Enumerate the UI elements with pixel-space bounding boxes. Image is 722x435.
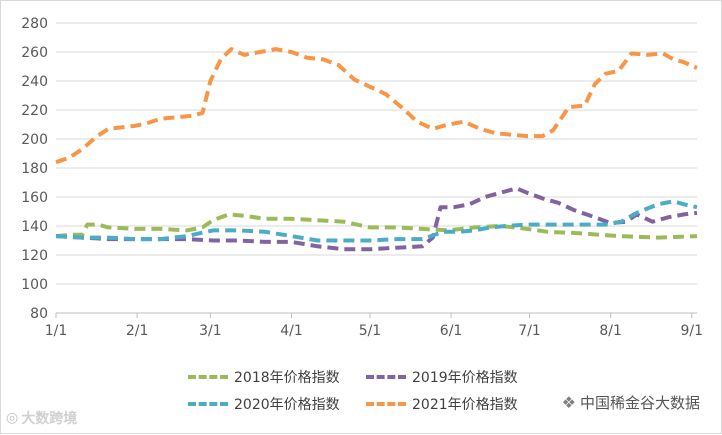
legend-item-2020[interactable]: 2020年价格指数 [188, 393, 340, 415]
legend-label-2020: 2020年价格指数 [234, 397, 340, 413]
series-line-0 [55, 212, 698, 240]
legend-label-2019: 2019年价格指数 [412, 370, 518, 386]
x-tick-label: 4/1 [280, 323, 303, 339]
legend-swatch-2019 [366, 375, 406, 379]
legend-item-2018[interactable]: 2018年价格指数 [188, 366, 340, 388]
x-tick-label: 3/1 [199, 323, 222, 339]
y-axis: 80 100 120 140 160 180 200 220 240 260 280 [21, 16, 48, 322]
x-tick-label: 9/1 [681, 323, 704, 339]
series-line-2 [55, 199, 698, 243]
x-tick-label: 1/1 [45, 323, 68, 339]
y-tick-label: 180 [21, 161, 48, 177]
y-tick-label: 140 [21, 219, 48, 235]
grid-lines [56, 22, 697, 314]
x-tick-label: 8/1 [599, 323, 622, 339]
legend-label-2021: 2021年价格指数 [412, 397, 518, 413]
watermark-left: ◎ 大数跨境 [6, 408, 77, 428]
y-tick-label: 160 [21, 190, 48, 206]
legend-swatch-2021 [366, 402, 406, 406]
legend-swatch-2018 [188, 375, 228, 379]
watermark-right-text: 中国稀金谷大数据 [579, 394, 700, 412]
y-tick-label: 260 [21, 45, 48, 61]
y-tick-label: 200 [21, 132, 48, 148]
y-tick-label: 240 [21, 74, 48, 90]
watermark-right: ❖ 中国稀金谷大数据 [562, 392, 700, 413]
x-tick-label: 6/1 [440, 323, 463, 339]
y-tick-label: 220 [21, 103, 48, 119]
legend-item-2019[interactable]: 2019年价格指数 [366, 366, 518, 388]
legend-label-2018: 2018年价格指数 [234, 370, 340, 386]
wechat-icon: ❖ [561, 393, 576, 412]
series-line-3 [55, 47, 698, 165]
weibo-icon: ◎ [6, 410, 19, 426]
series-lines [55, 47, 698, 252]
watermark-left-text: 大数跨境 [21, 411, 78, 427]
legend-item-2021[interactable]: 2021年价格指数 [366, 393, 518, 415]
x-tick-label: 7/1 [518, 323, 541, 339]
y-tick-label: 120 [21, 248, 48, 264]
x-tick-label: 5/1 [359, 323, 382, 339]
legend-swatch-2020 [188, 402, 228, 406]
y-tick-label: 100 [21, 277, 48, 293]
x-axis: 1/1 2/1 3/1 4/1 5/1 6/1 7/1 8/1 9/1 [45, 312, 704, 339]
x-tick-label: 2/1 [126, 323, 149, 339]
y-tick-label: 280 [21, 16, 48, 32]
y-tick-label: 80 [30, 306, 48, 322]
